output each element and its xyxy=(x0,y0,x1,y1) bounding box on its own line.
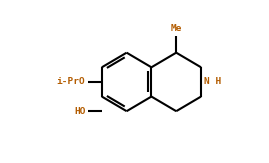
Text: Me: Me xyxy=(171,24,182,33)
Text: N H: N H xyxy=(204,77,221,86)
Text: HO: HO xyxy=(74,107,86,116)
Text: i-PrO: i-PrO xyxy=(57,77,86,86)
